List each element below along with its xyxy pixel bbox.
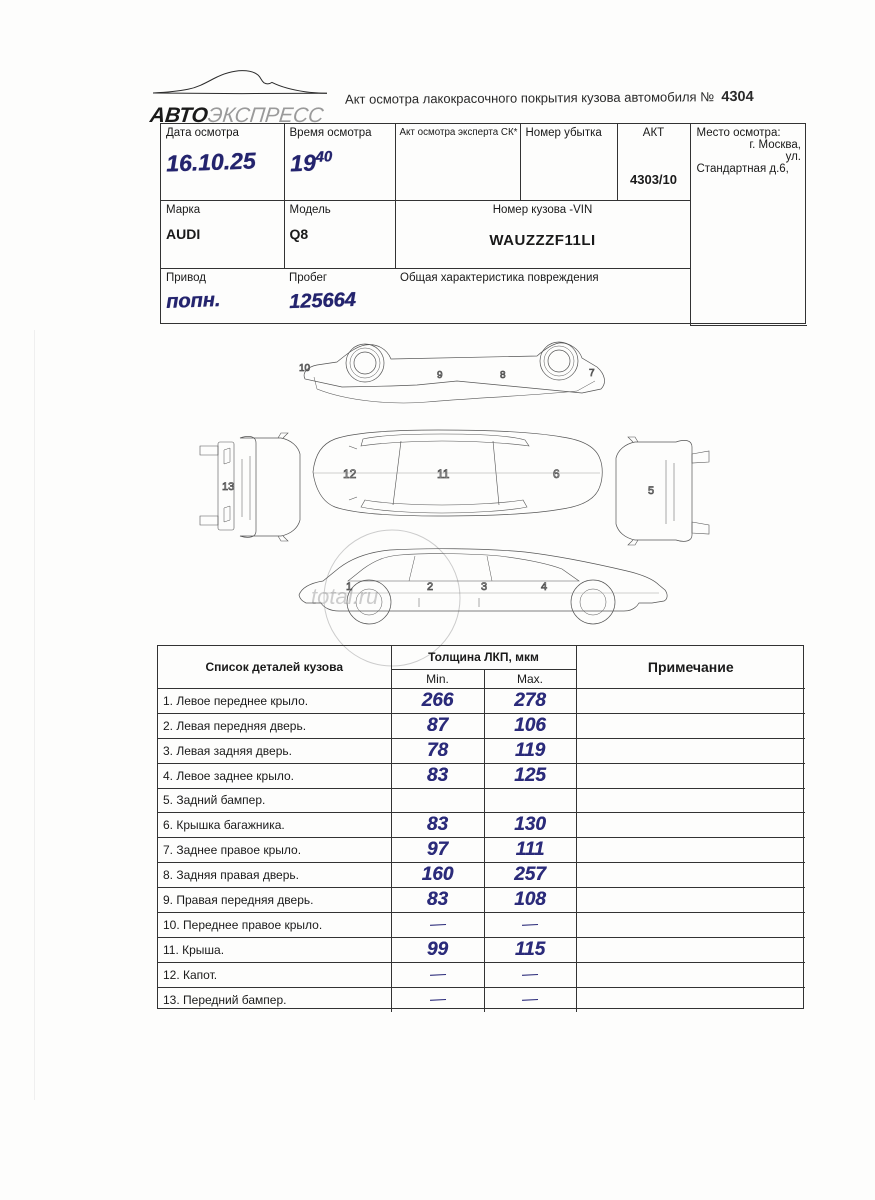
svg-text:7: 7 (589, 368, 595, 379)
svg-text:6: 6 (553, 467, 560, 481)
svg-text:3: 3 (481, 581, 487, 593)
svg-text:12: 12 (343, 467, 357, 481)
svg-text:10: 10 (299, 363, 311, 374)
svg-text:2: 2 (427, 581, 433, 593)
svg-text:total.ru: total.ru (311, 584, 378, 609)
svg-text:5: 5 (648, 485, 654, 497)
svg-text:1: 1 (346, 581, 352, 593)
svg-text:9: 9 (437, 370, 443, 381)
svg-text:13: 13 (222, 481, 234, 493)
svg-text:8: 8 (500, 370, 506, 381)
svg-text:4: 4 (541, 581, 547, 593)
svg-text:11: 11 (437, 467, 450, 481)
